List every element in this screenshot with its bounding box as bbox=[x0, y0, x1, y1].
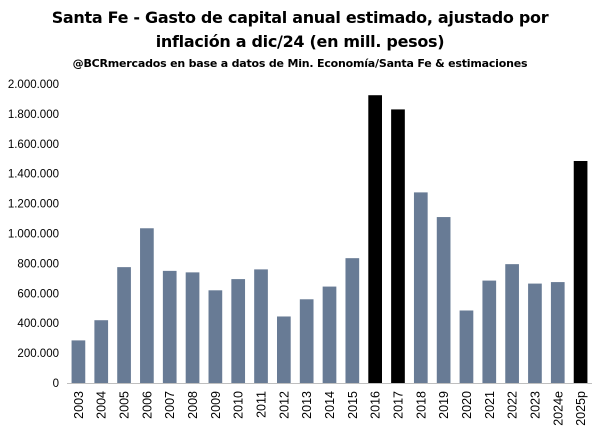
chart-title-line-1: Santa Fe - Gasto de capital anual estima… bbox=[51, 8, 549, 27]
bar-2013 bbox=[299, 299, 314, 383]
x-tick-label: 2025p bbox=[574, 391, 588, 426]
x-tick-label: 2009 bbox=[209, 391, 223, 419]
chart-subtitle: @BCRmercados en base a datos de Min. Eco… bbox=[72, 57, 528, 70]
y-tick-label: 1.200.000 bbox=[8, 199, 59, 211]
chart-title-line-2: inflación a dic/24 (en mill. pesos) bbox=[155, 32, 445, 51]
bar-2012 bbox=[277, 316, 291, 383]
y-tick-label: 0 bbox=[53, 378, 59, 390]
x-axis: 2003 2004 2005 2006 2007 2008 2009 2010 2011 2012… bbox=[72, 391, 588, 426]
y-tick-label: 1.800.000 bbox=[8, 109, 59, 121]
x-tick-label: 2005 bbox=[118, 391, 132, 419]
bar-2025p bbox=[573, 160, 588, 383]
bar-2004 bbox=[94, 320, 109, 383]
x-tick-label: 2024e bbox=[551, 391, 565, 426]
y-tick-label: 400.000 bbox=[17, 318, 59, 330]
y-axis: 0 200.000 400.000 600.000 800.000 1.000.000 1.… bbox=[8, 79, 59, 390]
x-tick-label: 2011 bbox=[255, 391, 269, 418]
bar-2022 bbox=[505, 264, 519, 383]
x-tick-label: 2007 bbox=[163, 391, 177, 419]
y-tick-label: 1.600.000 bbox=[8, 139, 59, 151]
x-tick-label: 2020 bbox=[460, 391, 474, 419]
bar-2016 bbox=[368, 95, 382, 384]
y-tick-label: 200.000 bbox=[17, 348, 59, 360]
x-tick-label: 2004 bbox=[95, 391, 109, 419]
bar-2011 bbox=[254, 269, 268, 383]
bar-2018 bbox=[413, 192, 428, 383]
x-tick-label: 2010 bbox=[232, 391, 246, 419]
bar-2009 bbox=[208, 290, 223, 383]
x-tick-label: 2014 bbox=[323, 391, 337, 419]
bar-2017 bbox=[391, 109, 405, 383]
x-tick-label: 2022 bbox=[506, 391, 520, 419]
y-tick-label: 600.000 bbox=[17, 288, 59, 300]
x-tick-label: 2012 bbox=[277, 391, 291, 419]
bar-2005 bbox=[117, 267, 131, 383]
x-tick-label: 2018 bbox=[414, 391, 428, 419]
bar-2008 bbox=[185, 272, 200, 383]
y-tick-label: 800.000 bbox=[17, 258, 59, 270]
y-tick-label: 1.400.000 bbox=[8, 169, 59, 181]
x-tick-label: 2023 bbox=[528, 391, 542, 419]
y-tick-label: 1.000.000 bbox=[8, 229, 59, 241]
x-tick-label: 2013 bbox=[300, 391, 314, 419]
x-tick-label: 2008 bbox=[186, 391, 200, 419]
x-tick-label: 2019 bbox=[437, 391, 451, 419]
x-tick-label: 2016 bbox=[369, 391, 383, 419]
bar-2003 bbox=[71, 340, 86, 383]
bar-2024e bbox=[550, 282, 565, 383]
x-tick-label: 2003 bbox=[72, 391, 86, 419]
x-tick-label: 2021 bbox=[483, 391, 497, 419]
x-tick-label: 2017 bbox=[391, 391, 405, 419]
bar-2010 bbox=[231, 279, 246, 383]
bar-2021 bbox=[482, 280, 497, 383]
x-tick-label: 2006 bbox=[140, 391, 154, 419]
bar-2023 bbox=[528, 283, 542, 383]
bars bbox=[71, 95, 588, 384]
bar-2014 bbox=[322, 286, 337, 383]
bar-2019 bbox=[436, 217, 451, 383]
bar-2007 bbox=[162, 270, 177, 383]
bar-2020 bbox=[459, 310, 474, 383]
bar-2015 bbox=[345, 258, 360, 383]
bar-2006 bbox=[140, 228, 154, 383]
y-tick-label: 2.000.000 bbox=[8, 79, 59, 91]
x-tick-label: 2015 bbox=[346, 391, 360, 419]
